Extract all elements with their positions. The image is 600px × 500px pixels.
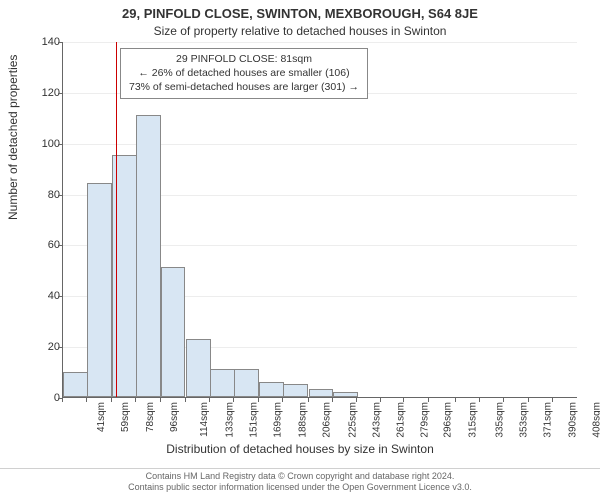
y-tick-mark bbox=[58, 144, 62, 145]
gridline bbox=[63, 42, 577, 43]
histogram-bar bbox=[136, 115, 161, 397]
x-tick-mark bbox=[258, 398, 259, 402]
histogram-bar bbox=[309, 389, 334, 397]
y-tick-label: 0 bbox=[22, 392, 60, 404]
x-tick-label: 243sqm bbox=[372, 402, 383, 438]
x-tick-mark bbox=[111, 398, 112, 402]
x-tick-label: 41sqm bbox=[96, 402, 107, 432]
x-tick-label: 261sqm bbox=[396, 402, 407, 438]
x-tick-label: 335sqm bbox=[494, 402, 505, 438]
x-tick-mark bbox=[209, 398, 210, 402]
x-tick-mark bbox=[455, 398, 456, 402]
x-tick-label: 408sqm bbox=[592, 402, 600, 438]
x-tick-mark bbox=[185, 398, 186, 402]
x-tick-label: 371sqm bbox=[543, 402, 554, 438]
x-tick-label: 225sqm bbox=[347, 402, 358, 438]
x-tick-mark bbox=[62, 398, 63, 402]
x-tick-mark bbox=[233, 398, 234, 402]
x-tick-mark bbox=[380, 398, 381, 402]
x-tick-label: 188sqm bbox=[298, 402, 309, 438]
info-line-3: 73% of semi-detached houses are larger (… bbox=[129, 80, 359, 94]
info-line-1: 29 PINFOLD CLOSE: 81sqm bbox=[129, 52, 359, 66]
x-tick-mark bbox=[86, 398, 87, 402]
y-tick-label: 40 bbox=[22, 290, 60, 302]
x-tick-label: 353sqm bbox=[518, 402, 529, 438]
histogram-bar bbox=[161, 267, 186, 397]
x-tick-label: 279sqm bbox=[420, 402, 431, 438]
footer-line-2: Contains public sector information licen… bbox=[8, 482, 592, 494]
histogram-bar bbox=[333, 392, 358, 397]
x-tick-mark bbox=[403, 398, 404, 402]
x-tick-mark bbox=[479, 398, 480, 402]
x-tick-label: 296sqm bbox=[442, 402, 453, 438]
footer: Contains HM Land Registry data © Crown c… bbox=[0, 468, 600, 496]
x-tick-label: 390sqm bbox=[568, 402, 579, 438]
histogram-bar bbox=[259, 382, 284, 397]
footer-line-1: Contains HM Land Registry data © Crown c… bbox=[8, 471, 592, 483]
x-tick-mark bbox=[332, 398, 333, 402]
histogram-bar bbox=[234, 369, 259, 397]
x-tick-mark bbox=[552, 398, 553, 402]
chart-subtitle: Size of property relative to detached ho… bbox=[0, 24, 600, 38]
x-tick-mark bbox=[282, 398, 283, 402]
x-tick-mark bbox=[356, 398, 357, 402]
x-tick-mark bbox=[528, 398, 529, 402]
y-tick-mark bbox=[58, 245, 62, 246]
x-tick-label: 151sqm bbox=[249, 402, 260, 438]
y-tick-label: 120 bbox=[22, 87, 60, 99]
x-tick-label: 133sqm bbox=[225, 402, 236, 438]
y-tick-mark bbox=[58, 296, 62, 297]
x-tick-label: 169sqm bbox=[273, 402, 284, 438]
y-axis-label: Number of detached properties bbox=[6, 55, 20, 220]
histogram-bar bbox=[87, 183, 112, 397]
y-tick-mark bbox=[58, 195, 62, 196]
x-tick-label: 78sqm bbox=[145, 402, 156, 432]
x-tick-mark bbox=[308, 398, 309, 402]
y-tick-label: 60 bbox=[22, 239, 60, 251]
x-axis-label: Distribution of detached houses by size … bbox=[0, 442, 600, 456]
y-tick-label: 100 bbox=[22, 138, 60, 150]
histogram-bar bbox=[283, 384, 308, 397]
histogram-bar bbox=[210, 369, 235, 397]
y-tick-mark bbox=[58, 42, 62, 43]
y-tick-mark bbox=[58, 93, 62, 94]
x-tick-mark bbox=[503, 398, 504, 402]
x-tick-label: 114sqm bbox=[198, 402, 209, 437]
histogram-bar bbox=[186, 339, 211, 397]
x-tick-label: 315sqm bbox=[468, 402, 479, 438]
y-tick-mark bbox=[58, 347, 62, 348]
x-tick-mark bbox=[160, 398, 161, 402]
histogram-bar bbox=[63, 372, 88, 397]
y-tick-label: 80 bbox=[22, 189, 60, 201]
x-tick-mark bbox=[135, 398, 136, 402]
x-tick-mark bbox=[428, 398, 429, 402]
chart-title: 29, PINFOLD CLOSE, SWINTON, MEXBOROUGH, … bbox=[0, 6, 600, 21]
y-tick-label: 140 bbox=[22, 36, 60, 48]
x-tick-label: 206sqm bbox=[322, 402, 333, 438]
x-tick-label: 96sqm bbox=[170, 402, 181, 432]
info-box: 29 PINFOLD CLOSE: 81sqm ← 26% of detache… bbox=[120, 48, 368, 99]
reference-line bbox=[116, 42, 117, 397]
info-line-2: ← 26% of detached houses are smaller (10… bbox=[129, 66, 359, 80]
y-tick-label: 20 bbox=[22, 341, 60, 353]
x-tick-label: 59sqm bbox=[120, 402, 131, 432]
